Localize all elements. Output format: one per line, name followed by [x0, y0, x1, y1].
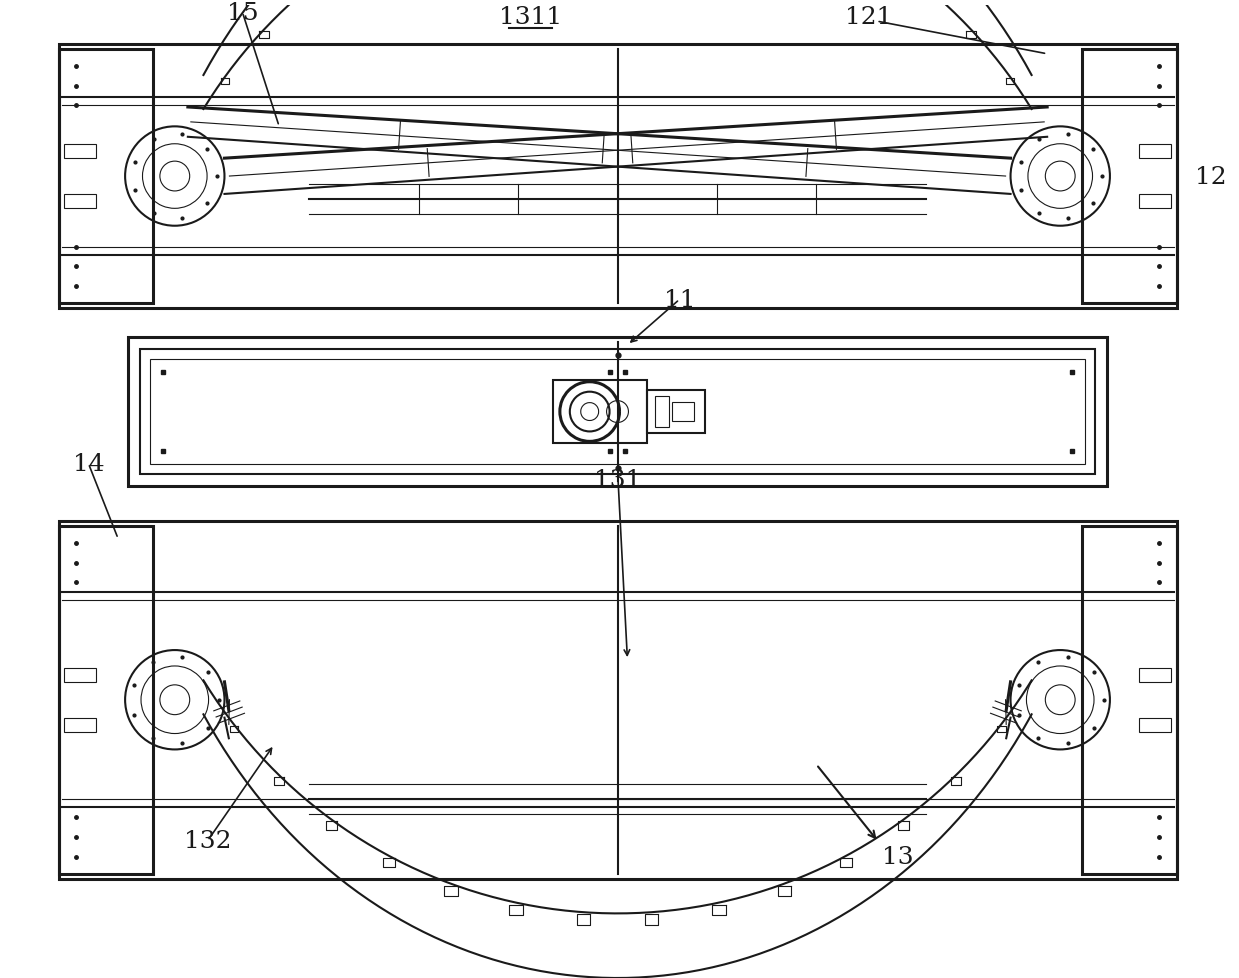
Bar [128, 337, 1106, 487]
Text: 14: 14 [73, 452, 104, 475]
Bar [64, 195, 97, 208]
Bar [1139, 145, 1171, 159]
Text: 131: 131 [595, 468, 642, 491]
Text: 15: 15 [227, 2, 258, 24]
Text: 13: 13 [882, 845, 914, 868]
Text: 1311: 1311 [499, 6, 563, 28]
Bar [150, 360, 1085, 465]
Bar [553, 380, 647, 444]
Bar [1139, 718, 1171, 732]
Bar [1082, 526, 1177, 873]
Bar [64, 145, 97, 159]
Bar [58, 50, 152, 304]
Bar [64, 668, 97, 683]
Bar [58, 45, 1177, 309]
Bar [1139, 668, 1171, 683]
Bar [655, 396, 669, 428]
Text: 12: 12 [1196, 165, 1227, 189]
Bar [140, 349, 1095, 474]
Text: 11: 11 [664, 289, 695, 311]
Bar [1082, 50, 1177, 304]
Bar [58, 521, 1177, 878]
Bar [647, 390, 705, 434]
Bar [64, 718, 97, 732]
Text: 121: 121 [845, 6, 892, 28]
Bar [58, 526, 152, 873]
Bar [1139, 195, 1171, 208]
Text: 132: 132 [183, 829, 232, 853]
Bar [673, 402, 694, 422]
